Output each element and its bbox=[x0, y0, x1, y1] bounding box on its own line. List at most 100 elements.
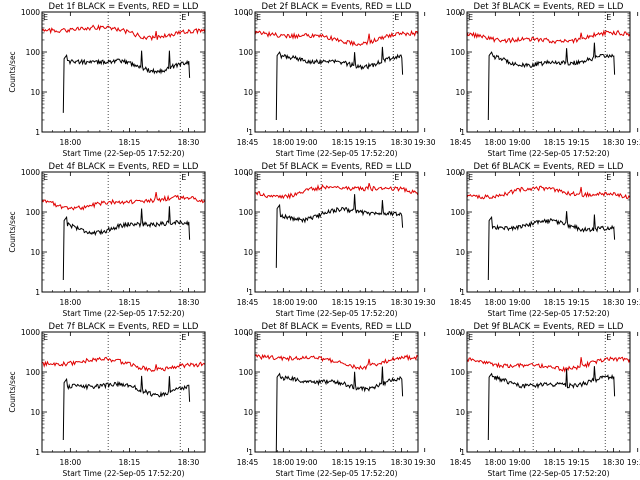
events-series-line bbox=[275, 46, 404, 121]
y-tick-label: 100 bbox=[26, 368, 41, 377]
x-tick-label: 18:45 bbox=[237, 138, 259, 147]
y-tick-label: 100 bbox=[239, 48, 254, 57]
x-tick-label: 18:30 bbox=[603, 298, 625, 307]
y-tick-label: 1 bbox=[35, 128, 40, 137]
y-tick-label: 100 bbox=[239, 368, 254, 377]
x-tick-label: 19:15 bbox=[568, 138, 590, 147]
plot-frame bbox=[466, 11, 631, 133]
marker-label: E bbox=[468, 333, 473, 342]
plot-frame bbox=[41, 331, 206, 453]
x-tick-label: 18:00 bbox=[485, 138, 507, 147]
events-series-line bbox=[487, 42, 616, 121]
y-tick-label: 1 bbox=[460, 128, 465, 137]
y-tick-label: 1 bbox=[35, 448, 40, 457]
x-tick-label: 18:45 bbox=[450, 298, 472, 307]
lld-series-line bbox=[41, 24, 206, 42]
x-tick-label: 18:15 bbox=[332, 298, 354, 307]
lld-series-line bbox=[255, 182, 419, 200]
detector-panel-2: Det 2f BLACK = Events, RED = LLD 18:00 18:… bbox=[234, 2, 640, 158]
x-tick-label: 18:15 bbox=[332, 138, 354, 147]
x-axis-label: Start Time (22-Sep-05 17:52:20) bbox=[63, 309, 185, 318]
marker-label: E bbox=[181, 333, 186, 342]
x-tick-label: 18:00 bbox=[485, 298, 507, 307]
marker-label: E bbox=[43, 13, 48, 22]
x-tick-label: 18:00 bbox=[485, 458, 507, 467]
x-tick-label: 19:15 bbox=[568, 458, 590, 467]
x-tick-label: 18:45 bbox=[237, 458, 259, 467]
marker-label: E bbox=[181, 173, 186, 182]
lld-series-line bbox=[466, 356, 631, 373]
marker-label: E bbox=[606, 333, 611, 342]
x-tick-label: 19:30 bbox=[627, 458, 640, 467]
plot-frame bbox=[466, 331, 631, 453]
panel-title: Det 9f BLACK = Events, RED = LLD bbox=[474, 322, 624, 332]
x-tick-label: 18:30 bbox=[391, 458, 413, 467]
marker-label: E bbox=[43, 333, 48, 342]
y-tick-label: 10 bbox=[455, 88, 465, 97]
x-tick-label: 19:30 bbox=[414, 458, 436, 467]
y-tick-label: 1000 bbox=[21, 8, 40, 17]
y-tick-label: 100 bbox=[26, 208, 41, 217]
x-tick-label: 19:00 bbox=[509, 298, 531, 307]
panel-title: Det 8f BLACK = Events, RED = LLD bbox=[262, 322, 412, 332]
x-tick-label: 19:00 bbox=[296, 298, 318, 307]
marker-label: E bbox=[256, 333, 261, 342]
marker-label: E bbox=[256, 173, 261, 182]
x-tick-label: 18:15 bbox=[119, 458, 141, 467]
marker-label: E bbox=[256, 13, 261, 22]
x-tick-label: 18:45 bbox=[450, 138, 472, 147]
panel-title: Det 3f BLACK = Events, RED = LLD bbox=[474, 2, 624, 12]
panel-title: Det 1f BLACK = Events, RED = LLD bbox=[49, 2, 199, 12]
detector-panel-3: Det 3f BLACK = Events, RED = LLD 18:00 18:… bbox=[446, 2, 631, 158]
marker-label: E bbox=[606, 13, 611, 22]
y-tick-label: 1 bbox=[248, 128, 253, 137]
y-tick-label: 1000 bbox=[446, 328, 465, 337]
plot-frame bbox=[41, 11, 206, 133]
events-series-line bbox=[275, 194, 404, 268]
x-axis-label: Start Time (22-Sep-05 17:52:20) bbox=[276, 469, 398, 478]
y-tick-label: 1000 bbox=[21, 168, 40, 177]
y-tick-label: 1 bbox=[460, 448, 465, 457]
lld-series-line bbox=[254, 29, 419, 47]
x-tick-label: 18:00 bbox=[60, 458, 82, 467]
x-axis-label: Start Time (22-Sep-05 17:52:20) bbox=[488, 309, 610, 318]
x-axis-label: Start Time (22-Sep-05 17:52:20) bbox=[63, 469, 185, 478]
panel-title: Det 5f BLACK = Events, RED = LLD bbox=[262, 162, 412, 172]
x-tick-label: 18:30 bbox=[178, 458, 200, 467]
y-tick-label: 1000 bbox=[446, 8, 465, 17]
x-tick-label: 18:15 bbox=[119, 138, 141, 147]
y-axis-label: Counts/sec bbox=[8, 51, 17, 92]
x-tick-label: 18:00 bbox=[273, 138, 295, 147]
x-axis-label: Start Time (22-Sep-05 17:52:20) bbox=[276, 149, 398, 158]
x-tick-label: 18:00 bbox=[60, 138, 82, 147]
detector-panel-1: Det 1f BLACK = Events, RED = LLD 18:00 18:… bbox=[8, 2, 436, 158]
detector-panel-6: Det 6f BLACK = Events, RED = LLD 18:00 18:… bbox=[446, 162, 631, 318]
y-axis-label: Counts/sec bbox=[8, 371, 17, 412]
plot-frame bbox=[254, 171, 419, 293]
x-tick-label: 19:15 bbox=[568, 298, 590, 307]
y-tick-label: 10 bbox=[30, 408, 40, 417]
marker-label: E bbox=[468, 13, 473, 22]
x-tick-label: 19:30 bbox=[414, 298, 436, 307]
detector-panel-7: Det 7f BLACK = Events, RED = LLD 18:00 18:… bbox=[8, 322, 436, 478]
marker-label: E bbox=[181, 13, 186, 22]
y-tick-label: 1 bbox=[460, 288, 465, 297]
y-tick-label: 100 bbox=[451, 208, 466, 217]
y-tick-label: 1000 bbox=[234, 328, 253, 337]
marker-label: E bbox=[394, 173, 399, 182]
plot-frame bbox=[41, 171, 206, 293]
x-tick-label: 18:30 bbox=[391, 138, 413, 147]
events-series-line bbox=[275, 366, 404, 453]
x-tick-label: 19:15 bbox=[355, 138, 377, 147]
x-tick-label: 18:30 bbox=[391, 298, 413, 307]
lld-series-line bbox=[41, 356, 206, 373]
x-tick-label: 19:30 bbox=[414, 138, 436, 147]
y-tick-label: 1000 bbox=[234, 8, 253, 17]
events-series-line bbox=[487, 366, 616, 441]
x-axis-label: Start Time (22-Sep-05 17:52:20) bbox=[488, 149, 610, 158]
x-tick-label: 19:00 bbox=[296, 138, 318, 147]
y-tick-label: 10 bbox=[243, 408, 253, 417]
events-series-line bbox=[62, 375, 191, 441]
lld-series-line bbox=[466, 185, 631, 200]
